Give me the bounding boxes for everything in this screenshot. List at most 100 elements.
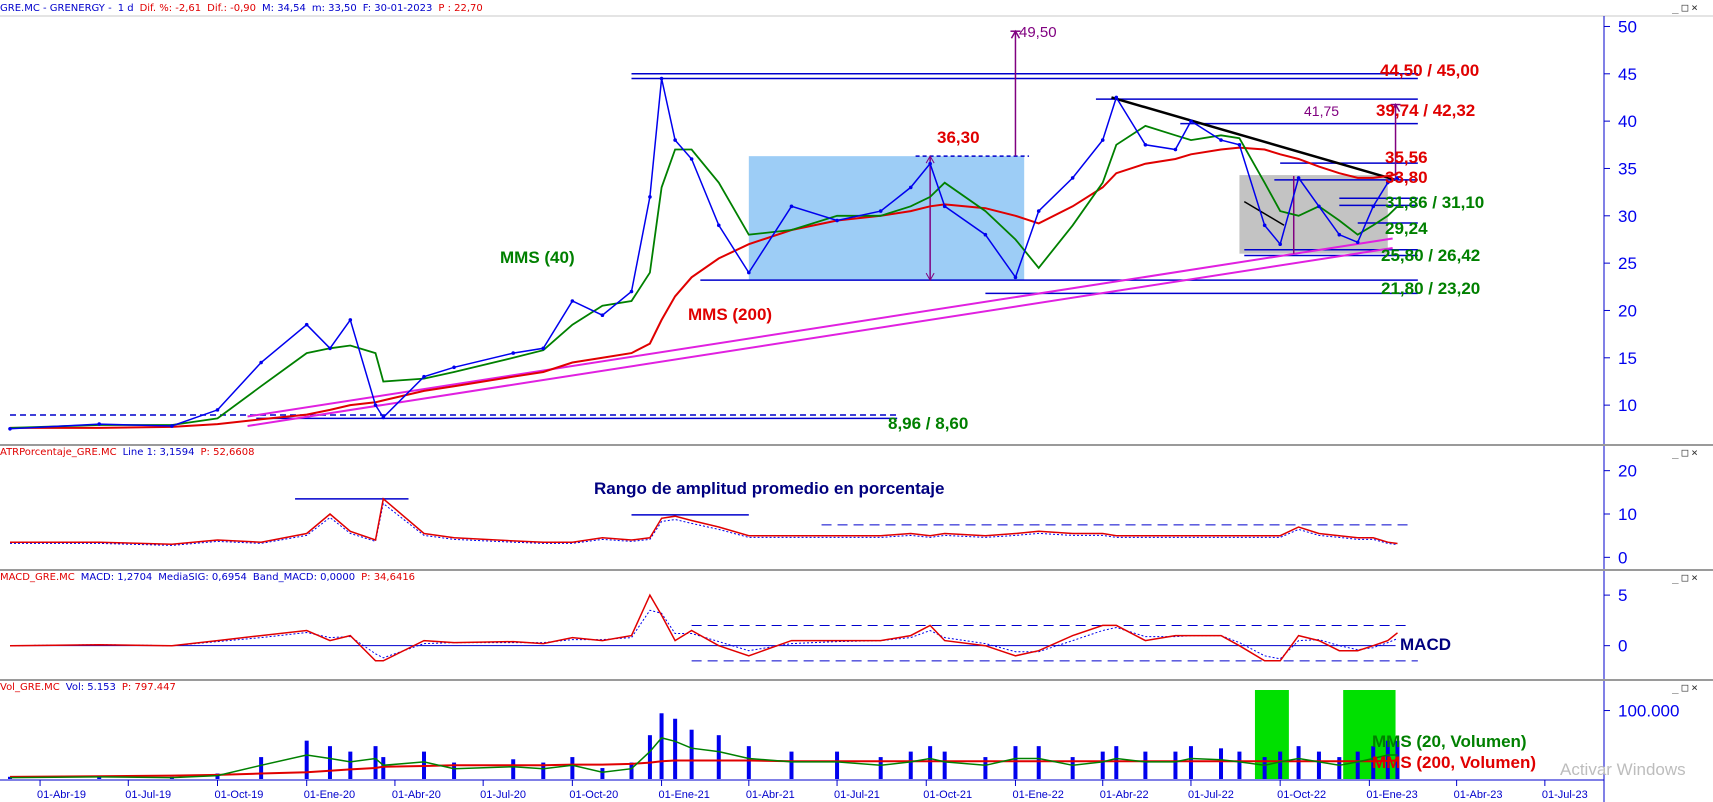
panel-divider-atr — [0, 444, 1713, 446]
price-point — [1317, 204, 1321, 209]
y-tick-label: 15 — [1618, 349, 1637, 368]
range-rectangle-grey — [1239, 175, 1388, 254]
header-field: ATRPorcentaje_GRE.MC — [0, 447, 117, 458]
volume-bar — [716, 735, 721, 779]
price-point — [1114, 95, 1119, 100]
price-point — [348, 318, 353, 322]
price-point — [983, 232, 988, 237]
series-vol-mms20-line — [9, 737, 1398, 779]
x-tick-label: 01-Oct-19 — [214, 789, 263, 801]
volume-bar — [983, 757, 988, 779]
price-point — [1278, 242, 1282, 246]
x-tick-label: 01-Jul-22 — [1188, 789, 1234, 801]
price-point — [908, 185, 913, 190]
x-tick-label: 01-Oct-20 — [569, 789, 618, 801]
price-point — [689, 157, 694, 161]
price-point — [452, 365, 456, 370]
label-mms40: MMS (40) — [500, 248, 575, 267]
volume-bar — [8, 776, 12, 779]
volume-bar — [1395, 740, 1400, 779]
volume-bar — [511, 759, 516, 779]
y-tick-label: 45 — [1618, 65, 1637, 84]
volume-bar — [1219, 748, 1224, 779]
volume-window-controls[interactable]: _□× — [1672, 681, 1701, 694]
volume-bar — [789, 751, 794, 779]
macd-y-tick-label: 5 — [1618, 586, 1627, 605]
price-point — [1143, 143, 1148, 147]
atr-panel: 0 10 20 — [10, 462, 1637, 567]
price-window-controls[interactable]: _□× — [1672, 1, 1701, 14]
volume-bar — [1188, 746, 1193, 779]
price-point — [1070, 176, 1075, 180]
volume-bar — [259, 757, 264, 779]
price-point — [8, 427, 12, 431]
label-level-3974: 39,74 / 42,32 — [1376, 101, 1475, 120]
price-point — [215, 408, 220, 412]
y-tick-label: 10 — [1618, 396, 1637, 415]
volume-header: Vol_GRE.MC Vol: 5.153 P: 797.447 — [0, 681, 182, 695]
range-rectangle-blue — [748, 156, 1025, 281]
header-field: P : 22,70 — [438, 3, 483, 14]
price-point — [942, 204, 947, 209]
volume-bar — [327, 746, 332, 779]
volume-bar — [1036, 746, 1041, 779]
price-point — [328, 346, 332, 351]
label-level-896: 8,96 / 8,60 — [888, 414, 968, 433]
header-field: P: 52,6608 — [200, 447, 255, 458]
volume-bar — [1262, 757, 1267, 779]
volume-bar — [1385, 740, 1390, 779]
x-tick-label: 01-Jul-21 — [834, 789, 880, 801]
atr-y-tick-label: 10 — [1618, 505, 1637, 524]
header-field: F: 30-01-2023 — [362, 3, 433, 14]
price-point — [381, 415, 386, 420]
price-point — [541, 346, 546, 351]
x-tick-label: 01-Ene-22 — [1012, 789, 1063, 801]
header-field: GRE.MC - GRENERGY - — [0, 3, 112, 14]
price-point — [1189, 119, 1193, 123]
price-point — [1100, 138, 1105, 142]
x-tick-label: 01-Jul-20 — [480, 789, 526, 801]
volume-bar — [878, 757, 883, 779]
volume-bar — [928, 746, 933, 779]
range-height-arrow-bottom — [925, 272, 935, 282]
macd-panel: 05 — [9, 586, 1627, 662]
atr-y-tick-label: 0 — [1618, 548, 1627, 567]
label-level-2180: 21,80 / 23,20 — [1381, 279, 1480, 298]
header-field: P: 797.447 — [121, 682, 176, 693]
series-macd-line — [9, 593, 1398, 662]
price-point — [1385, 180, 1390, 185]
y-tick-label: 20 — [1618, 301, 1637, 320]
price-point — [1219, 138, 1223, 142]
volume-bar — [1371, 746, 1376, 779]
header-field: M: 34,54 — [262, 3, 306, 14]
x-tick-label: 01-Jul-23 — [1542, 789, 1588, 801]
series-price-line — [9, 78, 1398, 430]
price-point — [1296, 176, 1301, 180]
atr-title: Rango de amplitud promedio en porcentaje — [594, 479, 944, 498]
price-point — [97, 422, 102, 426]
header-field: MACD_GRE.MC — [0, 572, 75, 583]
support-line-upper — [247, 237, 1393, 418]
volume-bar — [629, 762, 634, 779]
label-level-3186: 31,86 / 31,10 — [1385, 193, 1484, 212]
volume-bar — [373, 746, 378, 779]
macd-window-controls[interactable]: _□× — [1672, 571, 1701, 584]
header-field: P: 34,6416 — [361, 572, 416, 583]
price-point — [673, 138, 677, 142]
macd-title: MACD — [1400, 635, 1451, 654]
x-tick-label: 01-Abr-19 — [37, 789, 86, 801]
price-point — [648, 195, 652, 199]
atr-y-tick-label: 20 — [1618, 462, 1637, 481]
atr-window-controls[interactable]: _□× — [1672, 446, 1701, 459]
price-point — [1013, 275, 1018, 280]
volume-bar — [1316, 751, 1321, 779]
x-tick-label: 01-Abr-23 — [1454, 789, 1503, 801]
price-point — [1036, 209, 1041, 213]
x-tick-label: 01-Ene-20 — [304, 789, 355, 801]
price-point — [659, 76, 664, 81]
volume-highlight-sep22 — [1254, 690, 1289, 779]
label-mms200: MMS (200) — [688, 305, 772, 324]
volume-bar — [381, 757, 386, 779]
label-target-4950: 49,50 — [1019, 24, 1057, 41]
